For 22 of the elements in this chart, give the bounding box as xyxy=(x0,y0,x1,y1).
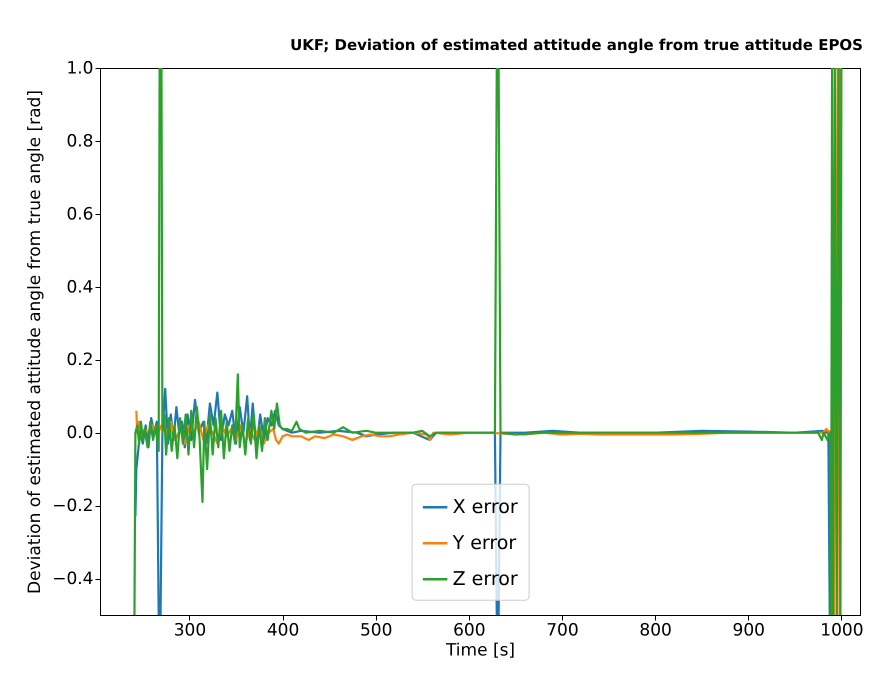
y-tick-label: 0.6 xyxy=(66,204,94,224)
x-axis-title: Time [s] xyxy=(444,640,516,660)
y-tick-label: 0.2 xyxy=(66,350,94,370)
x-tick-label: 800 xyxy=(639,620,672,640)
legend-label: Z error xyxy=(452,568,518,590)
y-tick-label: 0.8 xyxy=(66,131,94,152)
x-tick-label: 1000 xyxy=(820,620,864,640)
y-tick-label: −0.2 xyxy=(52,496,94,516)
x-tick-label: 900 xyxy=(732,620,765,640)
y-tick-label: −0.4 xyxy=(52,569,94,590)
y-tick-label: 1.0 xyxy=(66,58,94,78)
legend-label: X error xyxy=(452,496,518,518)
x-tick-label: 700 xyxy=(546,620,579,640)
legend-label: Y error xyxy=(452,532,516,554)
y-tick-label: 0.4 xyxy=(66,277,94,298)
x-tick-label: 500 xyxy=(360,620,392,640)
x-tick-label: 600 xyxy=(453,620,486,640)
y-axis-title: Deviation of estimated attitude angle from true angle [rad] xyxy=(25,90,46,594)
x-tick-label: 400 xyxy=(266,620,300,640)
chart-title: UKF; Deviation of estimated attitude angle from true attitude EPOS xyxy=(290,36,864,54)
y-tick-label: 0.0 xyxy=(66,423,94,444)
x-tick-label: 300 xyxy=(174,620,206,640)
